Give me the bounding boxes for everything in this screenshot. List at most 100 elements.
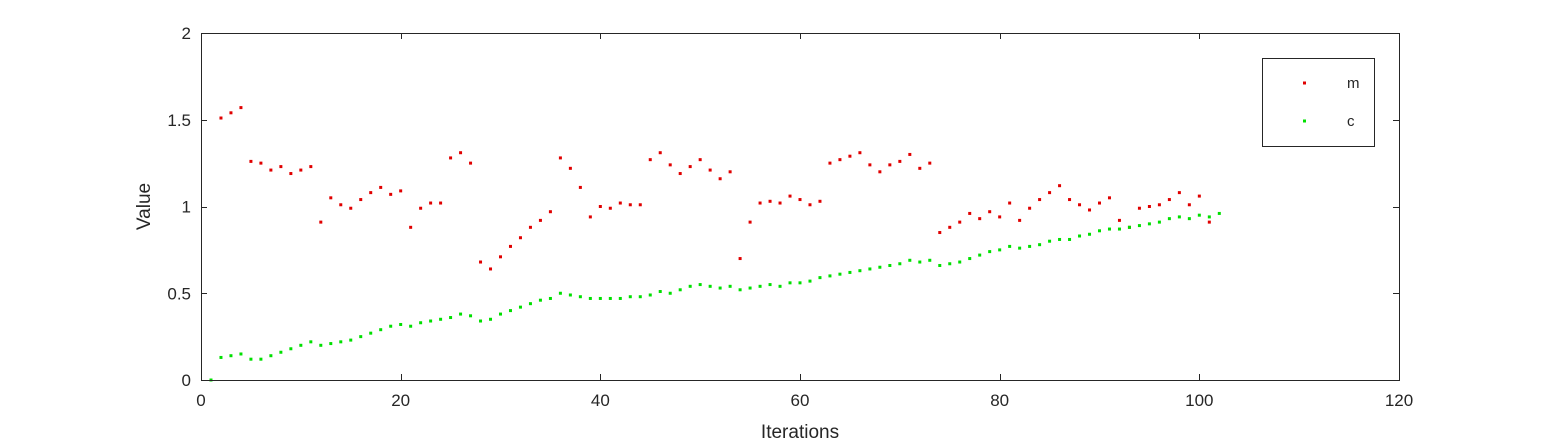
data-point-m	[588, 215, 592, 219]
data-point-m	[568, 166, 572, 170]
data-point-m	[578, 185, 582, 189]
data-point-m	[469, 161, 473, 165]
data-point-m	[938, 231, 942, 235]
data-point-c	[648, 293, 652, 297]
data-point-m	[1207, 220, 1211, 224]
data-point-c	[359, 335, 363, 339]
data-point-m	[728, 170, 732, 174]
data-point-c	[948, 262, 952, 266]
y-tick-label: 1	[182, 198, 191, 217]
legend-item-c: c	[1303, 113, 1355, 130]
data-point-m	[618, 201, 622, 205]
data-point-c	[868, 267, 872, 271]
data-point-c	[998, 248, 1002, 252]
plot-area	[201, 33, 1399, 380]
data-point-c	[1078, 234, 1082, 238]
data-point-c	[339, 340, 343, 344]
legend-box	[1262, 58, 1375, 147]
data-point-c	[908, 258, 912, 262]
data-point-c	[419, 321, 423, 325]
data-point-m	[968, 211, 972, 215]
data-point-c	[728, 284, 732, 288]
data-point-c	[1068, 237, 1072, 241]
data-point-c	[1197, 213, 1201, 217]
data-point-c	[508, 309, 512, 313]
data-point-m	[738, 257, 742, 261]
data-point-c	[698, 283, 702, 287]
x-tick-label: 80	[990, 391, 1009, 410]
data-point-c	[748, 286, 752, 290]
data-point-c	[788, 281, 792, 285]
data-point-m	[838, 158, 842, 162]
data-point-m	[868, 163, 872, 167]
data-point-m	[508, 244, 512, 248]
x-tick-label: 20	[391, 391, 410, 410]
data-point-c	[399, 322, 403, 326]
data-point-m	[1147, 205, 1151, 208]
data-point-m	[349, 206, 353, 210]
data-point-c	[1107, 227, 1111, 231]
data-point-c	[489, 317, 493, 321]
data-point-c	[518, 305, 522, 309]
data-point-c	[818, 276, 822, 280]
data-point-m	[299, 168, 303, 172]
data-point-m	[708, 168, 712, 172]
data-point-c	[479, 319, 483, 323]
data-point-c	[578, 295, 582, 299]
data-point-m	[638, 203, 642, 207]
data-point-m	[1088, 208, 1092, 212]
data-point-c	[1147, 222, 1151, 226]
data-point-m	[279, 165, 283, 169]
data-point-m	[309, 165, 313, 169]
y-axis-title: Value	[134, 183, 155, 230]
data-point-c	[449, 316, 453, 320]
data-point-m	[798, 198, 802, 202]
data-point-c	[239, 352, 243, 356]
y-tick-label: 1.5	[167, 111, 191, 130]
x-tick-label: 40	[591, 391, 610, 410]
data-point-m	[1078, 203, 1082, 207]
data-point-m	[489, 267, 493, 271]
data-point-c	[1058, 237, 1062, 241]
data-point-c	[878, 265, 882, 269]
data-point-m	[219, 116, 223, 120]
data-point-m	[409, 225, 413, 229]
legend-marker-c	[1303, 119, 1306, 123]
data-point-m	[1038, 198, 1042, 202]
data-point-c	[1117, 227, 1121, 231]
data-point-c	[469, 314, 473, 318]
data-point-m	[678, 172, 682, 176]
data-point-m	[948, 225, 952, 229]
data-point-c	[389, 324, 393, 328]
data-point-c	[1048, 239, 1052, 243]
data-point-c	[439, 317, 443, 321]
data-point-c	[688, 284, 692, 288]
data-point-m	[648, 158, 652, 162]
data-point-m	[768, 199, 772, 203]
data-point-m	[598, 205, 602, 208]
x-tick-label: 100	[1185, 391, 1213, 410]
data-point-c	[1167, 217, 1171, 221]
data-point-m	[1177, 191, 1181, 195]
data-point-c	[568, 293, 572, 297]
data-point-c	[858, 269, 862, 273]
data-point-c	[588, 296, 592, 300]
data-point-m	[978, 217, 982, 221]
data-point-c	[928, 258, 932, 262]
data-point-m	[269, 168, 273, 172]
data-point-c	[598, 296, 602, 300]
data-point-c	[349, 338, 353, 342]
data-point-m	[808, 203, 812, 207]
data-point-c	[229, 354, 233, 358]
data-point-c	[708, 284, 712, 288]
data-point-c	[618, 296, 622, 300]
legend: m c	[1262, 58, 1375, 147]
data-point-m	[698, 158, 702, 162]
data-point-m	[958, 220, 962, 224]
data-point-m	[548, 210, 552, 214]
data-point-c	[369, 331, 373, 335]
data-point-c	[1137, 224, 1141, 228]
data-point-c	[459, 312, 463, 316]
data-point-c	[319, 343, 323, 347]
x-axis-title: Iterations	[761, 422, 839, 439]
